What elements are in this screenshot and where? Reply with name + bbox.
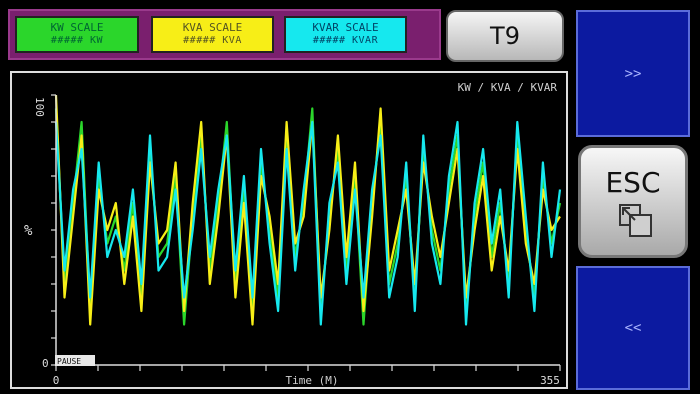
- y-axis-label: %: [24, 223, 33, 239]
- status-tag-bg: [55, 355, 95, 366]
- series-line-kva: [54, 94, 561, 326]
- x-tick-label-min: 0: [53, 374, 60, 387]
- kvar-scale-box: KVAR SCALE ##### KVAR: [284, 16, 407, 53]
- esc-button[interactable]: ESC: [578, 145, 688, 258]
- kw-scale-value: ##### KW: [50, 35, 104, 46]
- t9-button[interactable]: T9: [446, 10, 564, 62]
- y-tick-label-max: 100: [33, 97, 46, 117]
- exit-window-icon: [619, 204, 652, 237]
- kvar-scale-value: ##### KVAR: [312, 35, 379, 46]
- kvar-scale-label: KVAR SCALE: [312, 21, 379, 34]
- axis-layer: 100 00 355: [33, 94, 561, 387]
- scale-legend-bar: KW SCALE ##### KW KVA SCALE ##### KVA KV…: [8, 9, 441, 60]
- y-tick-label-min: 0: [42, 357, 49, 370]
- series-line-kvar: [54, 120, 562, 326]
- next-page-button[interactable]: >>: [576, 10, 690, 137]
- kw-scale-box: KW SCALE ##### KW: [15, 16, 139, 53]
- esc-label: ESC: [605, 166, 661, 199]
- previous-page-button[interactable]: <<: [576, 266, 690, 390]
- chart-title: KW / KVA / KVAR: [458, 81, 558, 94]
- series-layer: [54, 94, 562, 326]
- kw-scale-label: KW SCALE: [50, 21, 104, 34]
- kva-scale-label: KVA SCALE: [182, 21, 243, 34]
- series-line-kw: [54, 107, 562, 326]
- trend-chart: 100 0 0 355 KW / KVA / KVAR % Time (M) PAUS…: [10, 71, 568, 389]
- x-tick-label-max: 355: [540, 374, 560, 387]
- status-tag: PAUSE: [57, 357, 81, 366]
- kva-scale-box: KVA SCALE ##### KVA: [151, 16, 274, 53]
- trend-chart-svg: 100 00 355 KW / KVA / KVAR % Time (M) PAUS…: [24, 81, 562, 387]
- kva-scale-value: ##### KVA: [183, 35, 242, 46]
- x-axis-label: Time (M): [286, 374, 339, 387]
